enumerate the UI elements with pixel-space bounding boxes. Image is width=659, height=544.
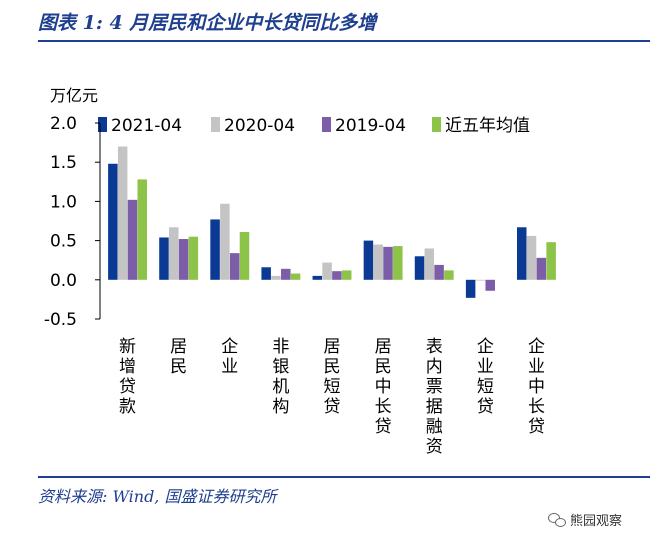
bar (424, 248, 435, 280)
x-tick-label: 贷 (324, 397, 341, 417)
bar (475, 279, 486, 281)
bar (312, 275, 323, 280)
x-tick-label: 长 (528, 397, 545, 417)
bar (281, 268, 291, 280)
bar (516, 227, 527, 280)
x-tick-label: 短 (324, 377, 341, 397)
x-tick-label: 融 (426, 417, 443, 437)
y-tick-label: 1.5 (50, 153, 77, 173)
x-tick-label: 贷 (375, 417, 392, 437)
x-tick-label: 长 (375, 397, 392, 417)
bar (322, 262, 332, 280)
x-tick-label: 票 (426, 377, 443, 397)
legend-swatch (211, 117, 220, 132)
bar (137, 179, 148, 280)
bar (526, 235, 537, 280)
bar (485, 279, 495, 291)
bar (108, 163, 118, 280)
bar (290, 273, 301, 280)
bar (341, 270, 352, 280)
y-tick-label: -0.5 (44, 310, 77, 330)
bar (188, 236, 199, 280)
x-tick-label: 民 (170, 357, 187, 377)
legend-swatch (98, 117, 107, 132)
x-tick-label: 非 (272, 337, 289, 357)
x-tick-label: 业 (477, 357, 494, 377)
x-tick-label: 款 (119, 397, 136, 417)
bar (414, 256, 425, 280)
bar (271, 275, 281, 280)
bar (465, 279, 476, 298)
y-tick-label: 0.5 (50, 232, 77, 252)
bar (332, 271, 342, 280)
x-tick-label: 构 (272, 397, 289, 417)
bar (373, 244, 383, 280)
x-tick-label: 业 (221, 357, 238, 377)
wechat-icon (548, 512, 566, 527)
x-tick-label: 增 (119, 357, 136, 377)
bar (383, 246, 393, 280)
x-tick-label: 居 (324, 337, 341, 357)
x-tick-label: 新 (119, 337, 136, 357)
x-tick-label: 贷 (477, 397, 494, 417)
x-tick-label: 企 (528, 337, 545, 357)
y-tick-label: 2.0 (50, 114, 77, 134)
bar (393, 246, 403, 280)
x-tick-label: 业 (528, 357, 545, 377)
legend-label: 2019-04 (335, 116, 406, 136)
x-tick-label: 企 (477, 337, 494, 357)
x-tick-label: 银 (272, 357, 289, 377)
x-tick-label: 民 (324, 357, 341, 377)
bar (169, 227, 179, 280)
bar (434, 264, 444, 280)
bar-chart: 万亿元 2021-04 2020-04 2019-04 近五年均值 -0.5 0.0 0.… (44, 86, 556, 457)
x-tick-label: 贷 (119, 377, 136, 397)
bar (229, 253, 240, 280)
y-axis: -0.5 0.0 0.5 1.0 1.5 2.0 (44, 114, 101, 330)
y-tick-label: 1.0 (50, 192, 77, 212)
figure-title: 图表 1: 4 月居民和企业中长贷同比多增 (38, 12, 377, 34)
x-tick-label: 据 (426, 397, 443, 417)
watermark: 熊园观察 (548, 510, 622, 529)
x-tick-label: 中 (375, 377, 392, 397)
watermark-text: 熊园观察 (570, 514, 623, 529)
x-tick-label: 居 (170, 337, 187, 357)
bar (220, 203, 230, 280)
bar (210, 219, 220, 280)
title-rule (38, 40, 650, 42)
bar (546, 242, 556, 280)
bar (117, 146, 128, 280)
x-tick-label: 民 (375, 357, 392, 377)
x-tick-label: 贷 (528, 417, 545, 437)
x-tick-label: 内 (426, 357, 443, 377)
x-tick-label: 企 (221, 337, 238, 357)
bars (108, 146, 556, 298)
unit-label: 万亿元 (50, 86, 98, 105)
x-tick-label: 短 (477, 377, 494, 397)
bar (363, 240, 374, 280)
legend-label: 2021-04 (111, 116, 182, 136)
legend-swatch (432, 117, 441, 132)
bar (127, 199, 138, 280)
source-rule (38, 476, 650, 478)
x-tick-label: 资 (426, 437, 443, 457)
legend-label: 2020-04 (224, 116, 295, 136)
bar (261, 267, 271, 280)
bar (178, 239, 189, 280)
source-note: 资料来源: Wind, 国盛证券研究所 (38, 487, 277, 506)
x-tick-label: 中 (528, 377, 545, 397)
bar (239, 231, 250, 280)
x-tick-label: 居 (375, 337, 392, 357)
x-tick-label: 表 (426, 337, 443, 357)
legend: 2021-04 2020-04 2019-04 近五年均值 (98, 116, 530, 136)
legend-swatch (322, 117, 331, 132)
legend-label: 近五年均值 (445, 116, 530, 136)
bar (159, 237, 169, 280)
bar (444, 270, 454, 280)
y-tick-label: 0.0 (50, 271, 77, 291)
x-tick-label: 机 (272, 377, 289, 397)
bar (536, 257, 547, 280)
